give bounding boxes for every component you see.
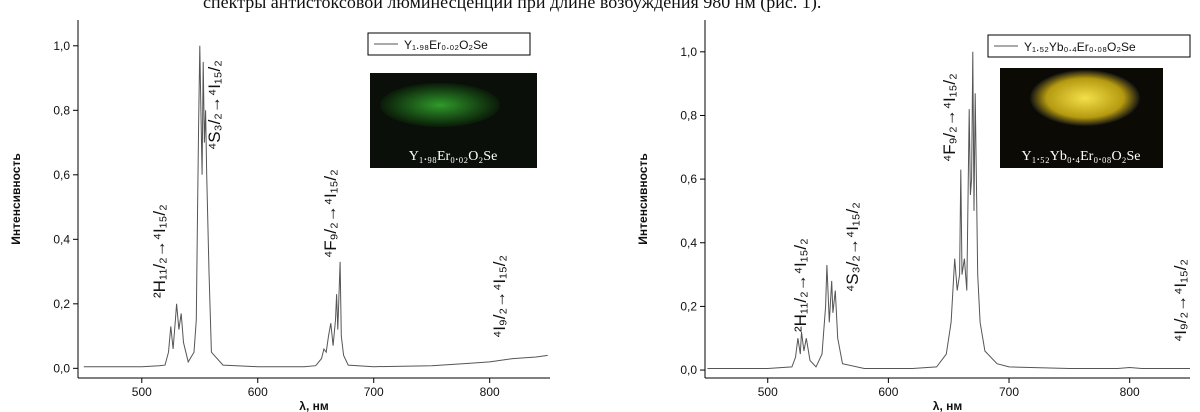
spectrum-line [707,51,1190,369]
y-axis-label: Интенсивность [9,153,23,244]
legend-box [367,32,531,56]
inset-photo [370,68,1163,168]
y-tick-label: 0,6 [680,172,697,186]
x-tick-label: 800 [1120,385,1140,399]
y-tick-label: 0,0 [680,363,697,377]
x-tick-label: 500 [758,385,778,399]
y-tick-label: 0,2 [53,297,70,311]
y-tick-label: 0,6 [53,168,70,182]
x-axis-label: λ, нм [933,399,963,412]
transition-label: ⁴I₉/₂→⁴I₁₅/₂ [490,255,509,338]
y-tick-label: 0,0 [53,361,70,375]
y-axis-label: Интенсивность [636,153,650,244]
y-tick-label: 0,8 [53,103,70,117]
transition-label: ⁴F₉/₂→⁴I₁₅/₂ [940,73,959,162]
x-tick-label: 700 [999,385,1019,399]
inset-label: Y₁.₅₂Yb₀.₄Er₀.₀₈O₂Se [1022,149,1141,164]
spectrum-line [83,45,548,368]
transition-label: ⁴I₉/₂→⁴I₁₅/₂ [1171,259,1190,342]
legend-label: Y₁.₉₈Er₀.₀₂O₂Se [404,38,488,52]
y-tick-label: 0,8 [680,108,697,122]
transition-label: ⁴F₉/₂→⁴I₁₅/₂ [321,169,340,258]
legend-box [987,34,1191,58]
y-tick-label: 1,0 [53,39,70,53]
y-tick-label: 1,0 [680,45,697,59]
x-tick-label: 600 [248,385,268,399]
y-tick-label: 0,4 [53,232,70,246]
x-tick-label: 800 [480,385,500,399]
inset-label: Y₁.₉₈Er₀.₀₂O₂Se [409,149,498,164]
legend-label: Y₁.₅₂Yb₀.₄Er₀.₀₈O₂Se [1024,40,1136,54]
x-tick-label: 700 [364,385,384,399]
transition-label: ⁴S₃/₂→⁴I₁₅/₂ [843,202,862,292]
x-axis-label: λ, нм [299,399,329,412]
body-text: спектры антистоксовой люминесценции при … [203,0,821,13]
y-tick-label: 0,4 [680,236,697,250]
transition-label: ²H₁₁/₂→⁴I₁₅/₂ [791,238,810,332]
x-tick-label: 500 [132,385,152,399]
x-tick-label: 600 [878,385,898,399]
y-tick-label: 0,2 [680,299,697,313]
transition-label: ²H₁₁/₂→⁴I₁₅/₂ [150,204,169,298]
transition-label: ⁴S₃/₂→⁴I₁₅/₂ [205,60,224,150]
